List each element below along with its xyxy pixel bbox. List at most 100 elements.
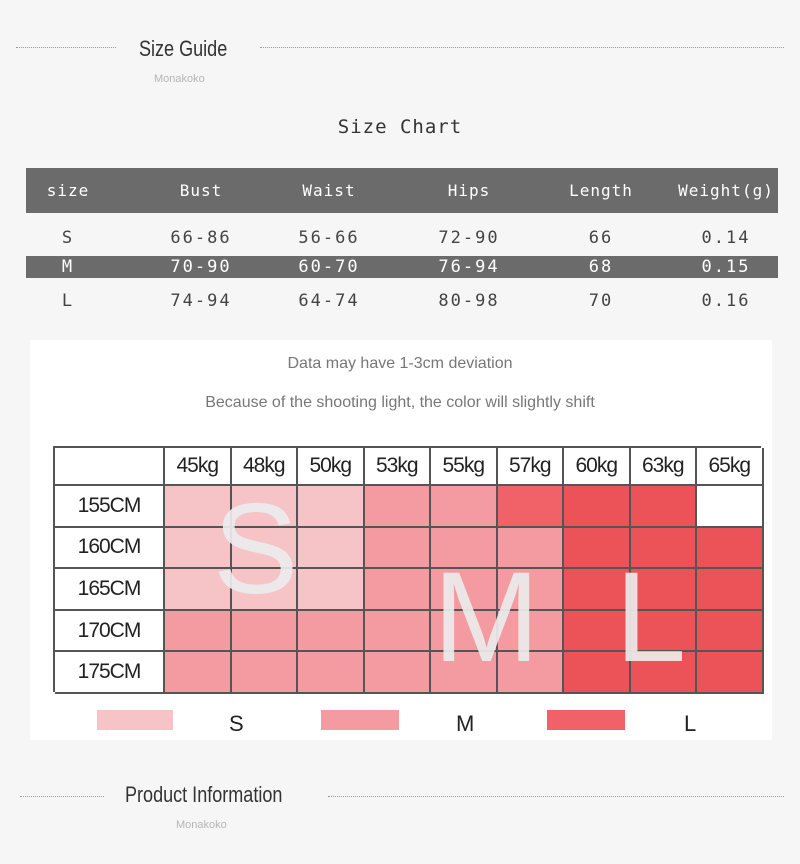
fit-cell xyxy=(298,610,365,653)
fit-cell xyxy=(630,610,697,653)
weight-header: 55kg xyxy=(431,448,498,486)
table-cell: 80-98 xyxy=(438,291,500,311)
divider-left xyxy=(20,796,104,797)
table-cell: 56-66 xyxy=(298,228,360,248)
size-table: size Bust Waist Hips Length Weight(g) S … xyxy=(26,168,778,318)
table-row: S 66-86 56-66 72-90 66 0.14 xyxy=(26,221,778,255)
fit-cell xyxy=(165,527,232,570)
fit-cell xyxy=(497,652,564,694)
fit-cell xyxy=(298,652,365,694)
fit-cell xyxy=(231,652,298,694)
table-cell: 68 xyxy=(588,257,614,277)
size-guide-title: Size Guide xyxy=(139,36,228,61)
fit-cell xyxy=(697,652,764,694)
table-cell: 0.15 xyxy=(701,257,751,277)
fit-cell xyxy=(364,652,431,694)
fit-cell xyxy=(697,569,764,611)
fit-cell xyxy=(564,652,631,694)
weight-header: 48kg xyxy=(231,448,298,486)
fit-cell xyxy=(497,569,564,611)
fit-grid: 45kg 48kg 50kg 53kg 55kg 57kg 60kg 63kg 65kg 155C… xyxy=(53,446,764,694)
table-row-highlighted: M 70-90 60-70 76-94 68 0.15 xyxy=(26,256,778,278)
table-row: L 74-94 64-74 80-98 70 0.16 xyxy=(26,284,778,318)
header-cell: Length xyxy=(569,181,633,200)
fit-cell xyxy=(165,569,232,611)
table-cell: S xyxy=(61,228,75,248)
fit-cell xyxy=(165,610,232,653)
legend-swatch-l xyxy=(547,710,625,730)
table-cell: M xyxy=(61,257,75,277)
fit-cell xyxy=(165,486,232,528)
fit-cell xyxy=(497,486,564,528)
table-cell: 70-90 xyxy=(170,257,232,277)
fit-cell xyxy=(231,569,298,611)
table-cell: 60-70 xyxy=(298,257,360,277)
fit-cell xyxy=(298,486,365,528)
fit-cell xyxy=(364,610,431,653)
table-cell: 70 xyxy=(588,291,614,311)
legend-label-l: L xyxy=(684,711,697,736)
header-cell: Bust xyxy=(179,181,223,200)
size-guide-subtitle: Monakoko xyxy=(154,73,205,85)
divider-right xyxy=(328,796,784,797)
fit-cell xyxy=(564,527,631,570)
grid-corner xyxy=(55,448,165,486)
overlay-letter-m: M xyxy=(433,546,540,689)
chart-title: Size Chart xyxy=(337,116,463,138)
weight-header: 53kg xyxy=(364,448,431,486)
fit-cell xyxy=(630,527,697,570)
weight-header: 65kg xyxy=(697,448,764,486)
header-cell: Hips xyxy=(447,181,491,200)
height-label: 175CM xyxy=(55,652,165,694)
weight-header: 50kg xyxy=(298,448,365,486)
table-cell: 72-90 xyxy=(438,228,500,248)
header-cell: Waist xyxy=(302,181,356,200)
fit-cell xyxy=(364,486,431,528)
table-cell: L xyxy=(61,291,75,311)
header-cell: size xyxy=(46,181,90,200)
fit-cell xyxy=(697,527,764,570)
fit-cell xyxy=(564,610,631,653)
fit-cell xyxy=(431,569,498,611)
fit-cell xyxy=(231,527,298,570)
table-header: size Bust Waist Hips Length Weight(g) xyxy=(26,168,778,213)
divider-right xyxy=(260,47,784,48)
height-label: 165CM xyxy=(55,569,165,611)
overlay-letter-l: L xyxy=(615,546,687,689)
weight-header: 57kg xyxy=(497,448,564,486)
product-info-title: Product Information xyxy=(125,782,283,807)
fit-cell xyxy=(697,486,764,528)
fit-cell xyxy=(165,652,232,694)
fit-cell xyxy=(364,527,431,570)
fit-cell xyxy=(431,486,498,528)
fit-cell xyxy=(231,610,298,653)
fit-cell xyxy=(497,610,564,653)
legend-label-s: S xyxy=(229,711,244,736)
overlay-letter-s: S xyxy=(213,478,299,621)
fit-cell xyxy=(630,569,697,611)
table-cell: 64-74 xyxy=(298,291,360,311)
table-cell: 74-94 xyxy=(170,291,232,311)
legend-label-m: M xyxy=(456,711,475,736)
fit-cell xyxy=(298,569,365,611)
table-cell: 76-94 xyxy=(438,257,500,277)
fit-cell xyxy=(231,486,298,528)
fit-cell xyxy=(564,569,631,611)
fit-cell xyxy=(630,652,697,694)
fit-cell xyxy=(431,527,498,570)
weight-header: 63kg xyxy=(630,448,697,486)
fit-cell xyxy=(431,652,498,694)
legend-swatch-s xyxy=(97,710,173,730)
height-label: 170CM xyxy=(55,610,165,653)
fit-cell xyxy=(431,610,498,653)
product-info-subtitle: Monakoko xyxy=(176,819,227,831)
table-cell: 0.16 xyxy=(701,291,751,311)
fit-cell xyxy=(630,486,697,528)
legend-swatch-m xyxy=(321,710,399,730)
table-cell: 66 xyxy=(588,228,614,248)
fit-cell xyxy=(697,610,764,653)
header-cell: Weight(g) xyxy=(678,181,774,200)
divider-left xyxy=(16,47,116,48)
fit-cell xyxy=(564,486,631,528)
deviation-note: Data may have 1-3cm deviation xyxy=(287,355,513,372)
